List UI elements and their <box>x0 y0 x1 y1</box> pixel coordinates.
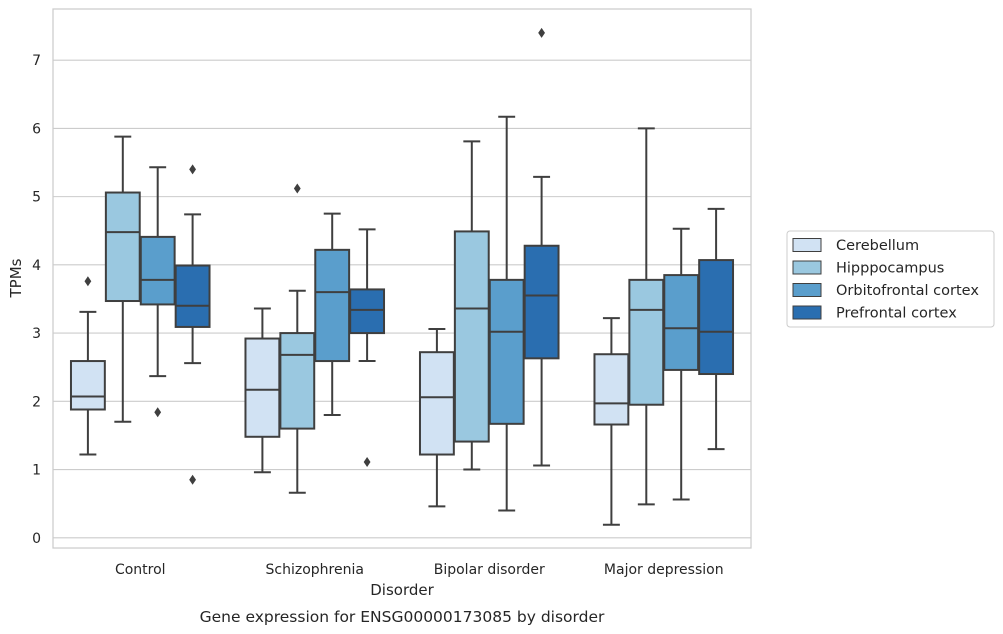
legend: Cerebellum Hipppocampus Orbitofrontal cort… <box>786 230 995 328</box>
plot-frame <box>52 8 752 549</box>
box-orbitofrontal-cortex <box>314 212 351 416</box>
x-tick-label: Control <box>115 562 166 578</box>
box-cerebellum <box>593 317 630 526</box>
box-iqr <box>314 248 351 363</box>
outlier-point <box>363 457 371 468</box>
legend-swatch <box>792 238 822 252</box>
legend-label: Prefrontal cortex <box>836 306 957 322</box>
x-tick-label: Schizophrenia <box>266 562 364 578</box>
legend-swatch <box>792 305 822 320</box>
box-iqr <box>244 337 281 438</box>
y-gridlines <box>53 59 751 539</box>
box-iqr <box>418 351 455 456</box>
box-hipppocampus <box>279 183 316 494</box>
box-series <box>69 27 735 526</box>
y-tick-label: 3 <box>32 326 41 342</box>
y-tick-label: 7 <box>32 53 41 69</box>
box-iqr <box>349 288 386 335</box>
box-iqr <box>69 360 106 411</box>
chart-caption: Gene expression for ENSG00000173085 by d… <box>200 608 605 626</box>
y-axis-ticks: 0 1 2 3 4 5 6 7 <box>32 53 41 547</box>
outlier-point <box>189 164 196 175</box>
y-tick-label: 6 <box>32 121 41 137</box>
y-axis-title: TPMs <box>7 258 25 298</box>
legend-frame <box>786 230 995 328</box>
legend-label: Cerebellum <box>836 238 919 254</box>
outlier-point <box>154 407 162 418</box>
legend-swatch <box>792 260 822 275</box>
box-iqr <box>104 191 141 303</box>
box-cerebellum <box>244 307 281 474</box>
y-tick-label: 4 <box>32 258 41 274</box>
box-iqr <box>488 278 525 425</box>
legend-swatch <box>792 283 822 297</box>
box-cerebellum <box>418 327 455 508</box>
legend-label: Orbitofrontal cortex <box>836 283 979 299</box>
outlier-point <box>293 183 301 194</box>
box-iqr <box>628 278 665 406</box>
outlier-point <box>84 276 92 287</box>
box-hipppocampus <box>453 140 490 471</box>
box-iqr <box>174 264 211 328</box>
box-iqr <box>593 353 630 426</box>
x-tick-label: Bipolar disorder <box>434 562 545 578</box>
outlier-point <box>189 474 196 485</box>
y-tick-label: 1 <box>32 463 41 479</box>
box-cerebellum <box>69 276 106 456</box>
box-orbitofrontal-cortex <box>488 115 525 512</box>
box-hipppocampus <box>628 127 665 506</box>
box-prefrontal-cortex <box>523 27 560 467</box>
y-tick-label: 5 <box>32 190 41 206</box>
legend-label: Hipppocampus <box>836 261 944 277</box>
box-orbitofrontal-cortex <box>663 227 700 501</box>
y-tick-label: 0 <box>32 531 41 547</box>
box-iqr <box>523 244 560 360</box>
x-axis-ticks: Control Schizophrenia Bipolar disorder Majo… <box>115 562 724 578</box>
x-tick-label: Major depression <box>604 562 724 578</box>
box-iqr <box>139 235 176 306</box>
box-iqr <box>698 259 735 376</box>
outlier-point <box>538 27 545 38</box>
box-iqr <box>453 230 490 443</box>
box-prefrontal-cortex <box>349 228 386 468</box>
box-iqr <box>663 274 700 371</box>
box-iqr <box>279 332 316 430</box>
y-tick-label: 2 <box>32 394 41 410</box>
box-orbitofrontal-cortex <box>139 166 176 418</box>
box-prefrontal-cortex <box>698 207 735 451</box>
box-prefrontal-cortex <box>174 164 211 485</box>
x-axis-title: Disorder <box>370 581 434 599</box>
box-hipppocampus <box>104 135 141 423</box>
